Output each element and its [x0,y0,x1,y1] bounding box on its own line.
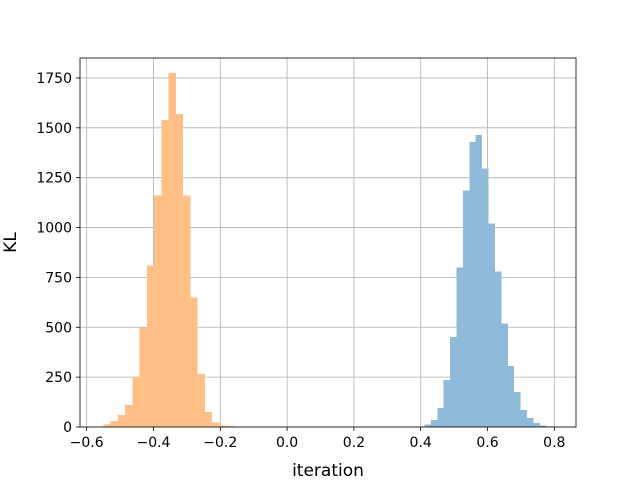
histogram-bar-series-2 [424,424,431,427]
x-axis-label: iteration [292,461,364,480]
histogram-bar-series-1 [132,377,140,427]
histogram-bars [103,72,560,428]
histogram-bar-series-1 [190,297,198,427]
y-tick-label: 1250 [36,171,72,187]
histogram-bar-series-2 [462,190,470,427]
histogram-bar-series-2 [488,223,495,427]
axis-ticks: −0.6 −0.4 −0.2 0.0 0.2 0.4 0.6 0.8 0 250 500 750 100… [36,71,565,451]
x-tick-label: −0.4 [136,435,170,451]
histogram-bar-series-1 [212,422,220,427]
y-tick-label: 500 [45,320,72,336]
histogram-bar-series-1 [139,327,147,427]
histogram-bar-series-1 [175,113,184,428]
x-tick-label: 0.6 [476,435,498,451]
x-tick-label: 0.0 [276,435,298,451]
histogram-bar-series-1 [168,72,176,427]
histogram-bar-series-2 [501,323,508,427]
histogram-bar-series-2 [456,267,463,427]
x-tick-label: 0.4 [410,435,432,451]
histogram-bar-series-1 [204,412,213,427]
y-tick-label: 1000 [36,221,72,237]
histogram-bar-series-2 [469,141,476,427]
histogram-bar-series-2 [514,392,521,427]
histogram-bar-series-1 [125,405,133,427]
y-tick-label: 1750 [36,71,72,87]
x-tick-label: 0.8 [543,435,565,451]
histogram-bar-series-1 [110,421,118,427]
histogram-bar-series-2 [539,425,547,427]
histogram-bar-series-2 [507,366,515,427]
histogram-bar-series-2 [482,168,489,427]
histogram-bar-series-2 [520,410,528,427]
y-tick-label: 1500 [36,121,72,137]
histogram-bar-series-2 [494,271,502,427]
histogram-bar-series-1 [219,425,227,427]
histogram-bar-series-1 [161,119,169,428]
histogram-bar-series-2 [527,418,534,427]
histogram-bar-series-1 [103,424,111,427]
histogram-bar-series-1 [146,265,155,427]
histogram-bar-series-1 [154,195,162,427]
y-axis-label: KL [1,232,21,253]
histogram-bar-series-1 [197,374,205,427]
x-tick-label: −0.6 [70,435,104,451]
y-tick-label: 750 [45,270,72,286]
y-tick-label: 0 [63,420,72,436]
histogram-bar-series-1 [183,195,191,427]
histogram-bar-series-2 [475,134,483,428]
histogram-bar-series-2 [437,408,444,427]
plot-area-frame [79,57,577,428]
histogram-bar-series-2 [450,337,457,427]
histogram-bar-series-2 [430,420,438,427]
histogram-bar-series-2 [443,380,451,427]
x-tick-label: −0.2 [203,435,237,451]
y-tick-label: 250 [45,370,72,386]
histogram-bar-series-2 [533,423,540,427]
x-tick-label: 0.2 [343,435,365,451]
histogram-bar-series-1 [117,415,126,427]
